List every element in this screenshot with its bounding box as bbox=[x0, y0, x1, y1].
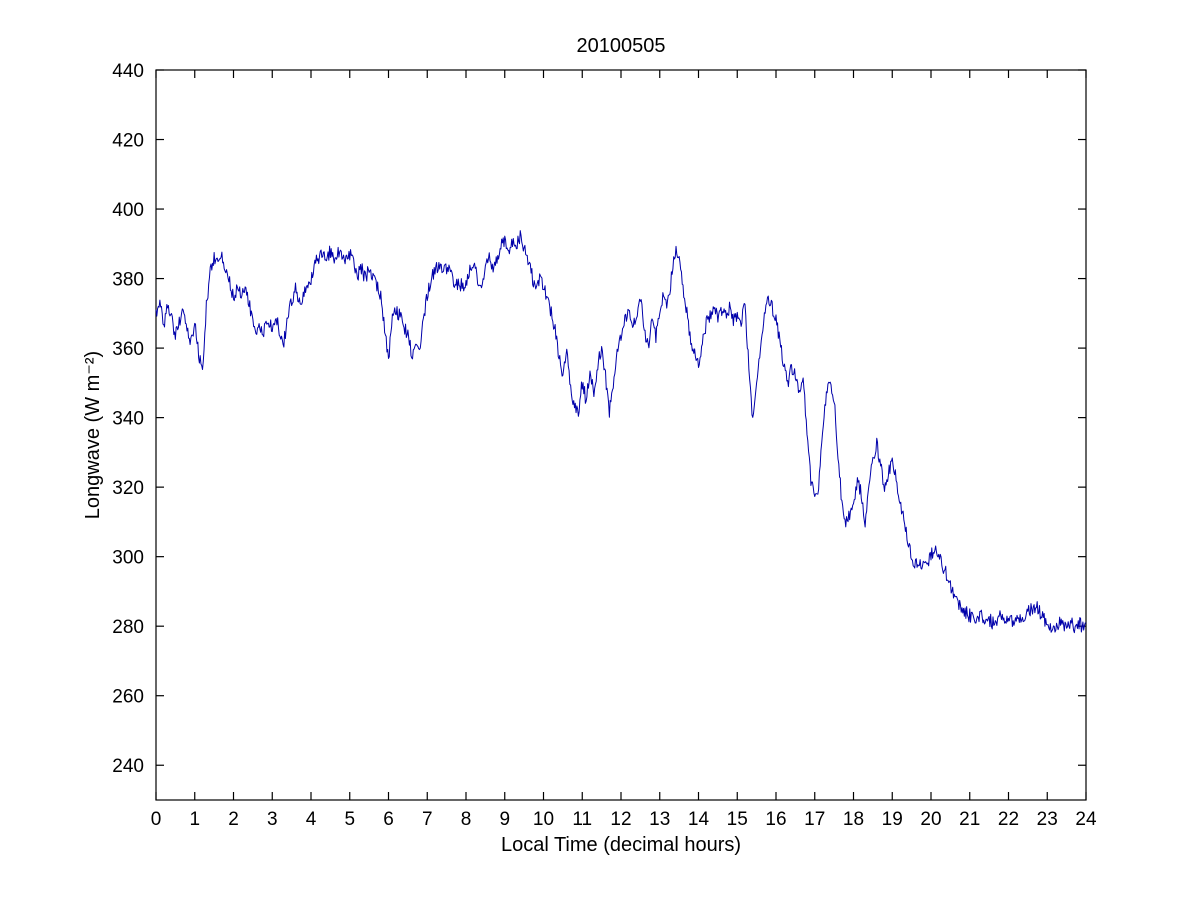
x-tick-label: 16 bbox=[765, 809, 786, 830]
x-tick-label: 24 bbox=[1075, 809, 1097, 830]
y-tick-label: 360 bbox=[112, 339, 144, 360]
y-tick-label: 320 bbox=[112, 478, 144, 499]
x-tick-label: 5 bbox=[344, 809, 355, 830]
x-tick-label: 23 bbox=[1037, 809, 1058, 830]
x-tick-label: 17 bbox=[804, 809, 825, 830]
x-tick-label: 22 bbox=[998, 809, 1019, 830]
chart-title: 20100505 bbox=[577, 35, 666, 57]
y-tick-label: 340 bbox=[112, 409, 144, 430]
x-tick-label: 15 bbox=[727, 809, 748, 830]
y-tick-label: 400 bbox=[112, 200, 144, 221]
x-axis-label: Local Time (decimal hours) bbox=[501, 834, 741, 856]
x-tick-label: 7 bbox=[422, 809, 433, 830]
axes bbox=[155, 69, 1087, 801]
longwave-trace bbox=[155, 230, 1087, 634]
x-tick-label: 0 bbox=[151, 809, 162, 830]
y-tick-label: 440 bbox=[112, 61, 144, 82]
x-tick-label: 14 bbox=[688, 809, 710, 830]
x-tick-label: 18 bbox=[843, 809, 864, 830]
series-line bbox=[155, 230, 1087, 634]
axis-box bbox=[155, 69, 1087, 801]
y-tick-label: 240 bbox=[112, 756, 144, 777]
x-tick-label: 10 bbox=[533, 809, 554, 830]
x-tick-label: 9 bbox=[499, 809, 510, 830]
y-tick-label: 420 bbox=[112, 131, 144, 152]
x-tick-label: 6 bbox=[383, 809, 394, 830]
x-tick-label: 8 bbox=[461, 809, 472, 830]
x-tick-label: 4 bbox=[306, 809, 317, 830]
x-tick-label: 11 bbox=[572, 809, 592, 830]
x-tick-label: 3 bbox=[267, 809, 278, 830]
y-tick-label: 260 bbox=[112, 687, 144, 708]
y-tick-label: 300 bbox=[112, 548, 144, 569]
y-tick-label: 380 bbox=[112, 270, 144, 291]
tick-labels: 0 1 2 3 4 5 6 7 8 9 10 11 12 13 14 15 16 17 18 19 20 21 22 23 24… bbox=[112, 61, 1097, 830]
x-tick-label: 12 bbox=[610, 809, 631, 830]
x-tick-label: 19 bbox=[882, 809, 903, 830]
y-axis-label: Longwave (W m⁻²) bbox=[82, 351, 104, 519]
x-tick-label: 13 bbox=[649, 809, 670, 830]
y-tick-label: 280 bbox=[112, 617, 144, 638]
x-tick-label: 21 bbox=[959, 809, 980, 830]
x-tick-label: 2 bbox=[228, 809, 239, 830]
x-tick-label: 20 bbox=[920, 809, 941, 830]
x-tick-label: 1 bbox=[189, 809, 200, 830]
